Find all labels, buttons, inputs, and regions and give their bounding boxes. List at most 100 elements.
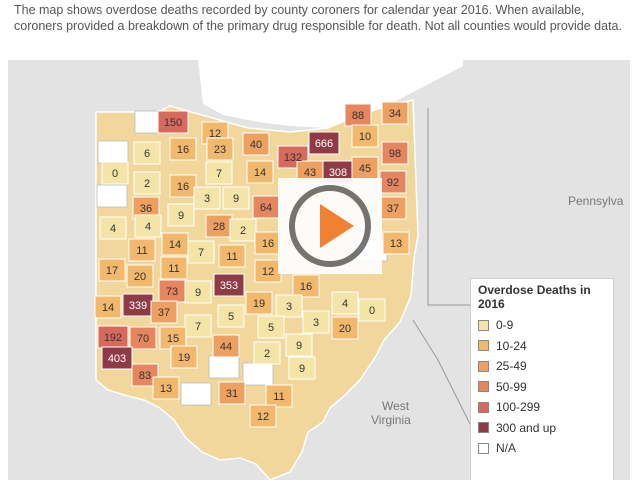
county-region[interactable] (170, 345, 198, 369)
county-value-label: 10 (359, 131, 371, 143)
county-value-label: 3 (313, 317, 319, 329)
county-value-label: 4 (342, 298, 348, 310)
county-region[interactable] (101, 346, 133, 370)
county-value-label: 9 (178, 210, 184, 222)
county-region[interactable] (229, 218, 257, 242)
county-region[interactable] (134, 214, 162, 238)
county-region[interactable] (169, 137, 197, 161)
county-region[interactable] (331, 291, 359, 315)
county-value-label: 73 (166, 286, 178, 298)
county-region[interactable] (133, 171, 161, 195)
county-region[interactable] (381, 141, 409, 165)
county-value-label: 23 (214, 144, 226, 156)
legend-item[interactable]: 50-99 (471, 377, 613, 398)
county-value-label: 308 (329, 167, 347, 179)
county-na[interactable] (97, 140, 129, 164)
county-region[interactable] (308, 131, 340, 155)
county-region[interactable] (358, 298, 386, 322)
legend-item[interactable]: 10-24 (471, 336, 613, 357)
county-region[interactable] (253, 341, 281, 365)
county-region[interactable] (246, 160, 274, 184)
county-region[interactable] (101, 161, 129, 185)
county-region[interactable] (193, 186, 221, 210)
county-region[interactable] (292, 274, 320, 298)
county-region[interactable] (285, 333, 313, 357)
county-region[interactable] (160, 256, 188, 280)
county-region[interactable] (169, 174, 197, 198)
county-region[interactable] (133, 141, 161, 165)
county-region[interactable] (249, 404, 277, 428)
county-value-label: 9 (296, 340, 302, 352)
county-region[interactable] (257, 315, 285, 339)
county-region[interactable] (218, 381, 246, 405)
county-value-label: 339 (129, 300, 147, 312)
legend-label: 10-24 (496, 338, 527, 353)
county-region[interactable] (288, 356, 316, 380)
county-region[interactable] (94, 295, 122, 319)
county-value-label: 12 (262, 266, 274, 278)
county-region[interactable] (150, 300, 178, 324)
county-region[interactable] (184, 314, 212, 338)
county-region[interactable] (302, 310, 330, 334)
county-region[interactable] (205, 161, 233, 185)
county-na[interactable] (96, 184, 128, 208)
county-region[interactable] (331, 316, 359, 340)
county-region[interactable] (245, 291, 273, 315)
county-value-label: 37 (158, 307, 170, 319)
legend-item[interactable]: 300 and up (471, 418, 613, 439)
county-region[interactable] (381, 101, 409, 125)
legend-item[interactable]: 100-299 (471, 397, 613, 418)
county-region[interactable] (128, 238, 156, 262)
county-value-label: 3 (286, 301, 292, 313)
county-region[interactable] (152, 376, 180, 400)
county-region[interactable] (187, 240, 215, 264)
county-region[interactable] (265, 384, 293, 408)
county-value-label: 7 (216, 168, 222, 180)
county-region[interactable] (217, 304, 245, 328)
county-region[interactable] (213, 273, 245, 297)
play-icon[interactable] (278, 178, 382, 274)
county-region[interactable] (275, 294, 303, 318)
county-value-label: 3 (204, 193, 210, 205)
county-value-label: 11 (273, 391, 284, 403)
county-region[interactable] (218, 244, 246, 268)
county-region[interactable] (131, 363, 159, 387)
county-region[interactable] (242, 132, 270, 156)
county-region[interactable] (167, 203, 195, 227)
county-region[interactable] (184, 280, 212, 304)
legend-item[interactable]: 25-49 (471, 356, 613, 377)
ohio-county-map[interactable]: 150 12 40 666 88 34 10 6 16 23 132 98 0 7 14 43 308 45 92 2… (8, 60, 630, 480)
county-value-label: 9 (195, 287, 201, 299)
county-region[interactable] (351, 124, 379, 148)
legend-swatch (478, 381, 489, 393)
county-value-label: 11 (136, 245, 147, 257)
county-region[interactable] (129, 326, 157, 350)
county-value-label: 40 (250, 139, 262, 151)
county-na[interactable] (208, 355, 240, 379)
county-value-label: 14 (102, 302, 114, 314)
county-value-label: 2 (240, 225, 246, 237)
county-value-label: 4 (145, 221, 151, 233)
county-region[interactable] (99, 216, 127, 240)
county-value-label: 7 (198, 247, 204, 259)
county-region[interactable] (212, 334, 240, 358)
county-value-label: 5 (268, 322, 274, 334)
video-play-overlay[interactable] (278, 178, 382, 274)
county-region[interactable] (222, 186, 250, 210)
county-na[interactable] (242, 362, 274, 386)
county-value-label: 666 (315, 138, 333, 150)
county-region[interactable] (206, 137, 234, 161)
legend-item[interactable]: N/A (471, 438, 613, 459)
county-value-label: 16 (262, 238, 274, 250)
county-region[interactable] (126, 264, 154, 288)
county-value-label: 13 (390, 238, 402, 250)
county-region[interactable] (157, 110, 189, 134)
county-value-label: 28 (213, 221, 225, 233)
lake-erie (198, 60, 463, 128)
county-region[interactable] (382, 231, 410, 255)
legend-item[interactable]: 0-9 (471, 315, 613, 336)
county-region[interactable] (98, 258, 126, 282)
county-value-label: 7 (195, 321, 201, 333)
county-na[interactable] (180, 382, 212, 406)
county-value-label: 12 (209, 128, 221, 140)
